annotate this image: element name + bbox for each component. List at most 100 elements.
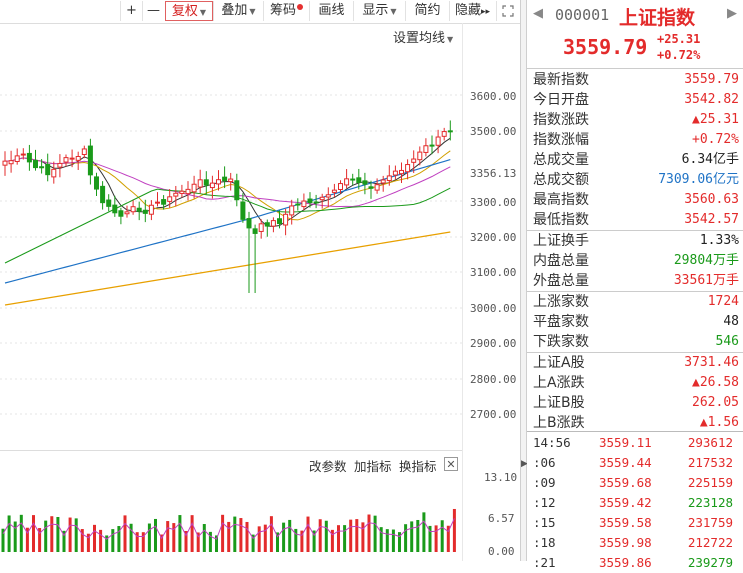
quote-row-value: 1724 <box>708 292 739 312</box>
quote-row: 上A涨跌 ▲26.58 <box>527 373 743 393</box>
close-indicator-icon[interactable]: ✕ <box>444 457 458 471</box>
yincang-button[interactable]: 隐藏▸▸ <box>449 1 495 21</box>
quote-row-number: 3559.79 <box>684 72 739 87</box>
chevron-down-icon: ▼ <box>447 35 454 44</box>
quote-row-number: 1.33% <box>699 233 739 248</box>
tick-vol: 293612 <box>687 435 733 450</box>
volume-bar <box>160 534 164 552</box>
quote-row-label: 上A涨跌 <box>533 375 585 391</box>
candle-body <box>411 158 417 163</box>
add-indicator-button[interactable]: 加指标 <box>354 459 392 474</box>
kline-chart-area[interactable]: + — 复权 ▼ 叠加 ▼ 筹码 画线 显示 ▼ 简约 隐藏▸▸ 设置均线 ▼ 3600… <box>0 0 520 561</box>
candle-body <box>356 177 362 183</box>
candle-body <box>216 179 221 185</box>
jianyue-button[interactable]: 简约 <box>405 1 449 21</box>
prev-stock-icon[interactable]: ◀ <box>533 6 543 21</box>
volume-bar <box>422 512 426 552</box>
chouma-button[interactable]: 筹码 <box>263 1 309 21</box>
quote-row: 上证A股 3731.46 <box>527 353 743 373</box>
quote-stats: 最新指数 3559.79 今日开盘 3542.82 指数涨跌 ▲25.31 指数涨幅 +0.7… <box>527 70 743 433</box>
volume-bar <box>38 528 42 552</box>
volume-bar <box>294 528 298 552</box>
tick-time: :06 <box>533 455 556 470</box>
tick-time: :15 <box>533 515 556 530</box>
quote-row-label: 上B涨跌 <box>533 415 585 431</box>
candle-body <box>252 228 258 234</box>
fuquan-dropdown[interactable]: 复权 ▼ <box>165 1 213 21</box>
candle-body <box>313 201 319 204</box>
fullscreen-icon[interactable] <box>496 1 518 21</box>
collapse-arrow-icon[interactable]: ▶ <box>521 459 528 469</box>
moving-average-line <box>4 159 451 284</box>
volume-bar <box>452 508 456 552</box>
volume-bar <box>300 530 304 552</box>
tick-price: 3559.58 <box>599 515 652 530</box>
diejia-dropdown[interactable]: 叠加 ▼ <box>213 1 263 21</box>
volume-bar <box>50 516 54 552</box>
panel-splitter[interactable] <box>520 0 527 561</box>
quote-row-number: 48 <box>723 314 739 329</box>
volume-bar <box>306 516 310 552</box>
quote-row-number: +0.72% <box>692 132 739 147</box>
volume-bar <box>129 523 133 552</box>
tick-time: :18 <box>533 535 556 550</box>
y-axis-tick: 3500.00 <box>470 125 517 138</box>
zoom-in-button[interactable]: + <box>120 1 142 21</box>
quote-row-value: ▲1.56 <box>700 413 739 433</box>
volume-bar <box>263 524 267 552</box>
quote-row-value: 3542.57 <box>684 210 739 230</box>
quote-row: 上B涨跌 ▲1.56 <box>527 413 743 433</box>
switch-indicator-button[interactable]: 换指标 <box>399 459 437 474</box>
ma-settings-dropdown[interactable]: 设置均线 ▼ <box>393 27 453 46</box>
volume-bar <box>404 524 408 552</box>
tick-price: 3559.86 <box>599 555 652 570</box>
y-axis-tick: 3100.00 <box>470 266 517 279</box>
quote-row-number: 3731.46 <box>684 355 739 370</box>
volume-bar <box>446 525 450 552</box>
huaxian-button[interactable]: 画线 <box>309 1 353 21</box>
current-price: 3559.79 <box>563 35 648 59</box>
quote-row: 今日开盘 3542.82 <box>527 90 743 110</box>
tick-time: :12 <box>533 495 556 510</box>
candle-body <box>87 145 93 176</box>
volume-bar <box>135 532 139 552</box>
candle-body <box>179 190 185 194</box>
zoom-out-button[interactable]: — <box>142 1 164 21</box>
quote-row-value: 3731.46 <box>684 353 739 373</box>
quote-row: 总成交额 7309.06亿元 <box>527 170 743 190</box>
tick-vol: 225159 <box>687 475 733 490</box>
candle-body <box>277 218 282 225</box>
volume-bar <box>276 532 279 552</box>
candle-body <box>374 184 380 191</box>
quote-row-value: 6.34亿手 <box>682 150 739 170</box>
volume-plot[interactable] <box>0 474 462 554</box>
quote-row-value: ▲25.31 <box>692 110 739 130</box>
candle-body <box>417 151 423 161</box>
diejia-label: 叠加 <box>221 3 248 18</box>
volume-bar <box>367 514 371 552</box>
candle-body <box>331 189 337 193</box>
volume-bar <box>385 529 389 552</box>
volume-bar <box>227 521 231 552</box>
quote-row: 最新指数 3559.79 <box>527 70 743 90</box>
volume-bar <box>428 525 432 552</box>
change-param-button[interactable]: 改参数 <box>309 459 347 474</box>
candle-body <box>258 223 264 232</box>
next-stock-icon[interactable]: ▶ <box>727 6 737 21</box>
candlestick-plot[interactable] <box>0 23 462 455</box>
quote-row: 平盘家数 48 <box>527 312 743 332</box>
candle-body <box>203 179 209 186</box>
candle-body <box>124 211 130 215</box>
volume-bar <box>245 521 249 552</box>
volume-bar <box>215 535 218 552</box>
quote-row-unit: 亿手 <box>712 152 739 167</box>
tick-price: 3559.98 <box>599 535 652 550</box>
tick-row: 14:56 3559.11 293612 <box>527 433 743 453</box>
xianshi-dropdown[interactable]: 显示 ▼ <box>353 1 405 21</box>
volume-bar <box>172 523 176 552</box>
quote-row-label: 最新指数 <box>533 72 589 88</box>
tick-vol: 231759 <box>687 515 733 530</box>
volume-bar <box>398 532 401 552</box>
chevron-down-icon: ▼ <box>390 7 397 16</box>
volume-bar <box>105 535 109 552</box>
